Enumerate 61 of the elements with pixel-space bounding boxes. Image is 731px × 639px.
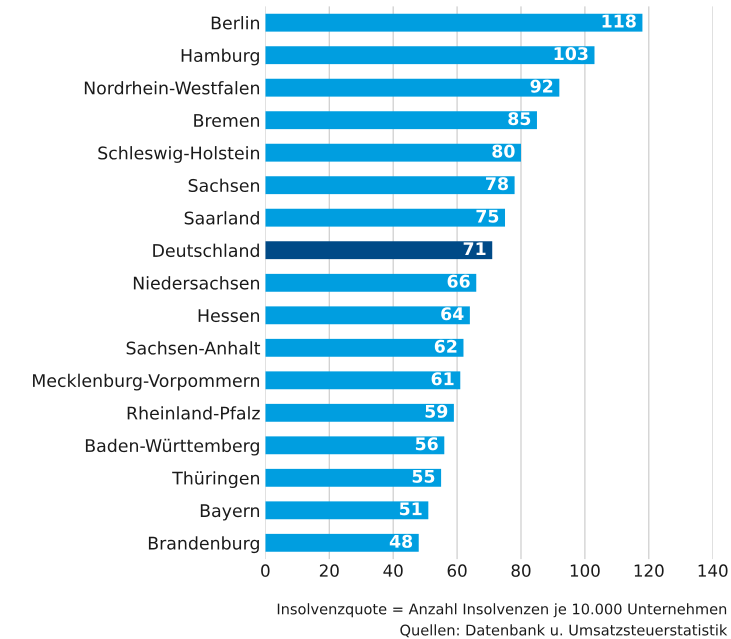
bar [265,208,506,227]
bar [265,404,454,422]
data-label: 61 [432,372,454,386]
y-tick-label: Sachsen-Anhalt [126,341,260,355]
data-label: 80 [492,144,515,158]
bar [265,14,642,32]
data-label: 51 [400,502,422,516]
bar [265,144,521,162]
y-tick-label: Niedersachsen [134,276,260,290]
y-tick-label: Berlin [212,16,260,30]
y-tick-label: Nordrhein-Westfalen [84,81,260,95]
source-note: Quellen: Datenbank u. Umsatzsteuerstatistik [400,624,728,638]
data-label: 75 [476,210,498,223]
y-tick-label: Deutschland [153,244,259,258]
data-label: 64 [441,307,464,320]
y-tick-label: Bremen [194,114,260,128]
bar [265,501,428,520]
text: Insolvenzquote = Anzahl Insolvenzen je 10.000 Unternehmen [278,603,726,618]
y-tick-label: Baden-Württemberg [86,438,259,456]
x-tick-label: 0 [261,564,270,577]
data-label: 55 [412,470,434,483]
y-tick-label: Saarland [184,211,259,225]
y-tick-label: Hessen [198,309,260,322]
bar [265,46,594,64]
bar [265,468,442,487]
data-label: 103 [554,47,588,60]
y-tick-label: Bayern [200,504,260,521]
y-tick-label: Thüringen [172,471,260,488]
bar [265,534,419,552]
data-label: 85 [508,112,530,126]
bar [265,371,460,390]
x-tick-label: 100 [570,564,600,577]
x-tick-label: 20 [320,564,339,577]
x-tick-label: 80 [512,564,530,577]
y-tick-label: Brandenburg [148,536,259,554]
x-tick-label: 60 [448,564,467,577]
bar [265,78,560,97]
data-label: 71 [464,242,486,256]
data-label: 66 [448,274,470,288]
y-tick-label: Hamburg [182,48,259,66]
y-tick-label: Rheinland-Pfalz [128,406,260,420]
data-label: 59 [426,404,448,418]
y-tick-label: Sachsen [188,178,260,192]
data-label: 48 [390,534,412,548]
y-tick-label: Schleswig-Holstein [98,146,260,163]
x-tick-label: 120 [634,564,664,577]
bar [265,306,470,324]
data-label: 78 [486,177,508,190]
data-label: 118 [602,14,636,28]
bar [265,111,537,130]
data-label: 92 [530,80,552,93]
y-tick-label: Mecklenburg-Vorpommern [33,374,260,391]
bar [265,274,476,292]
bar [265,338,464,357]
bar [265,436,444,454]
data-label: 56 [416,437,438,450]
bar [265,176,515,194]
bar [265,241,492,260]
x-tick-label: 140 [698,564,728,577]
data-label: 62 [434,340,456,353]
x-tick-label: 40 [383,564,403,577]
